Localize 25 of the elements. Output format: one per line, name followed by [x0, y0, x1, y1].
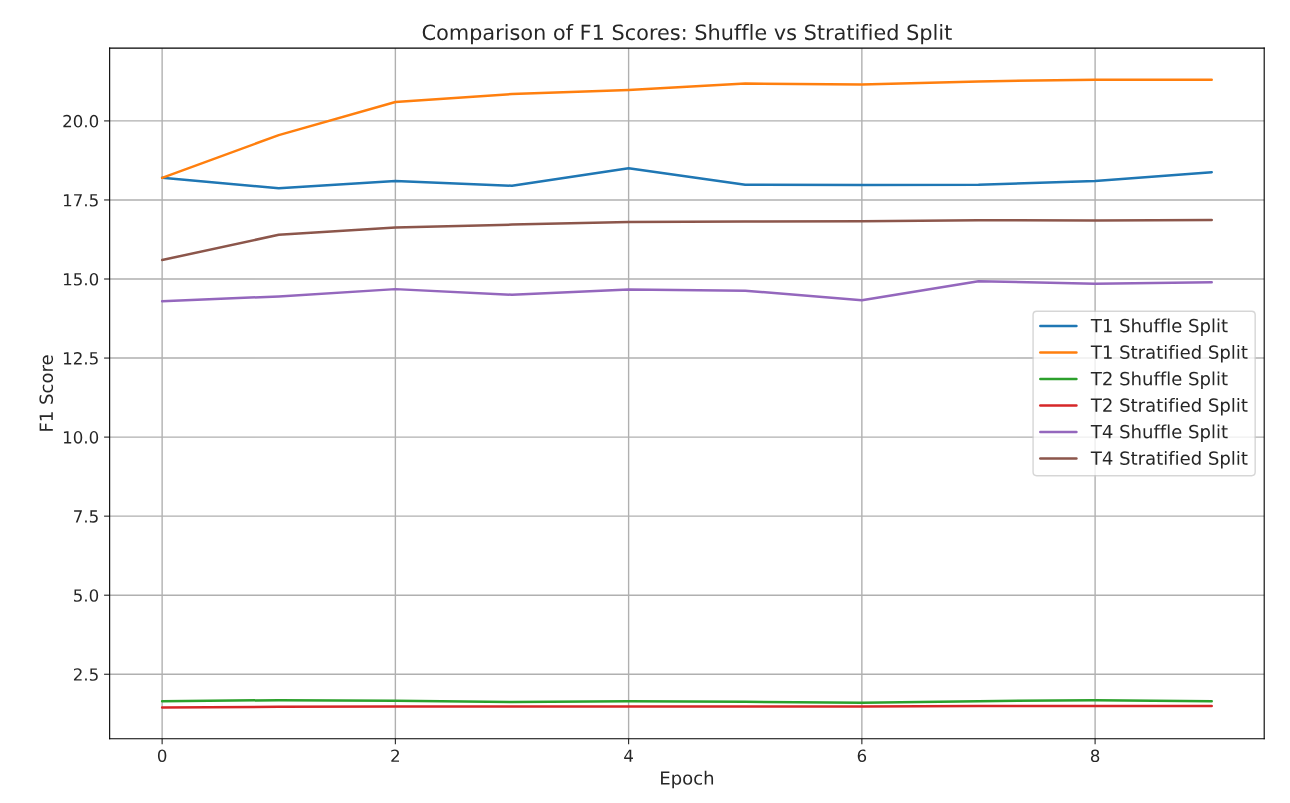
legend-label: T2 Shuffle Split	[1090, 371, 1228, 389]
y-tick-label: 17.5	[63, 194, 98, 207]
y-tick-label: 20.0	[63, 114, 99, 128]
x-tick-label: 2	[391, 749, 399, 762]
line-series	[160, 78, 1213, 180]
y-tick-label: 10.0	[63, 431, 99, 444]
line-series	[160, 218, 1213, 262]
y-tick-label: 7.5	[74, 510, 98, 523]
legend-label: T1 Stratified Split	[1090, 344, 1248, 363]
x-tick-label: 6	[857, 749, 867, 763]
y-axis-title: F1 Score	[39, 355, 54, 431]
y-tick-label: 2.5	[73, 668, 98, 681]
y-tick-label: 5.0	[74, 589, 99, 602]
legend-label: T4 Stratified Split	[1090, 450, 1248, 469]
y-tick-label: 12.5	[63, 352, 98, 365]
legend-label: T4 Shuffle Split	[1090, 424, 1228, 442]
line-series	[160, 279, 1213, 303]
x-tick-label: 4	[624, 749, 633, 762]
x-axis-title: Epoch	[661, 770, 714, 789]
y-tick-label: 15.0	[63, 272, 99, 286]
legend-label: T2 Stratified Split	[1090, 397, 1248, 416]
chart-title: Comparison of F1 Scores: Shuffle vs Stratified Split	[422, 24, 952, 45]
x-tick-label: 8	[1090, 749, 1100, 763]
legend-label: T1 Shuffle Split	[1090, 318, 1228, 336]
x-tick-label: 0	[157, 749, 167, 763]
